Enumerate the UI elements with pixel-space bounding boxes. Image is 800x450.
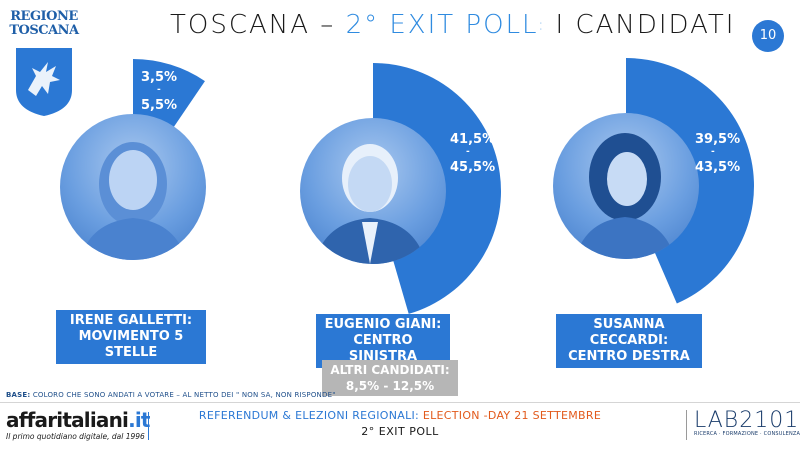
range-sep-ceccardi: - <box>711 147 715 157</box>
other-candidates-label: ALTRI CANDIDATI: <box>330 363 450 377</box>
candidate-party-ceccardi: CENTRO DESTRA <box>568 349 690 364</box>
candidate-name-galletti: IRENE GALLETTI: <box>69 313 193 328</box>
base-note: BASE: COLORO CHE SONO ANDATI A VOTARE – … <box>6 391 336 399</box>
title-accent: 2° EXIT POLL <box>345 10 539 40</box>
portrait-galletti-icon <box>80 142 186 260</box>
range-low-galletti: 3,5% <box>141 70 178 85</box>
range-high-giani: 45,5% <box>450 160 496 175</box>
range-low-ceccardi: 39,5% <box>695 132 741 147</box>
candidate-label-galletti: IRENE GALLETTI: MOVIMENTO 5 STELLE <box>56 310 206 364</box>
footer-line1-main: REFERENDUM & ELEZIONI REGIONALI: <box>198 409 423 422</box>
page-number-badge: 10 <box>752 20 784 52</box>
footer-line2: 2° EXIT POLL <box>361 425 439 438</box>
base-note-text: COLORO CHE SONO ANDATI A VOTARE – AL NET… <box>30 391 336 399</box>
pegasus-crest-icon <box>16 48 72 116</box>
lab-separator <box>686 410 687 440</box>
page-title: TOSCANA – 2° EXIT POLL: I CANDIDATI <box>170 10 733 50</box>
candidate-photo-ceccardi <box>553 113 699 259</box>
regione-toscana-logo: REGIONE TOSCANA <box>8 10 80 118</box>
lab2101-logo: LAB2101 RICERCA · FORMAZIONE · CONSULENZ… <box>694 408 800 437</box>
range-high-ceccardi: 43,5% <box>695 160 741 175</box>
candidate-photo-galletti <box>60 114 206 260</box>
other-candidates-range: 8,5% - 12,5% <box>345 379 435 393</box>
range-low-giani: 41,5% <box>450 132 496 147</box>
brand-tagline: Il primo quotidiano digitale, dal 1996 <box>6 432 145 441</box>
lab-tagline: RICERCA · FORMAZIONE · CONSULENZA STRATE… <box>694 431 800 437</box>
region-logo-line1: REGIONE <box>10 9 78 24</box>
range-sep-giani: - <box>466 147 470 157</box>
candidate-label-ceccardi: SUSANNA CECCARDI: CENTRO DESTRA <box>556 314 702 368</box>
candidate-card-giani: 41,5% - 45,5% EUGENIO GIANI: CENTRO SINI… <box>300 63 502 368</box>
candidate-photo-giani <box>300 118 446 264</box>
candidate-name-ceccardi: SUSANNA CECCARDI: <box>589 317 669 348</box>
candidate-card-galletti: 3,5% - 5,5% IRENE GALLETTI: MOVIMENTO 5 … <box>56 59 206 364</box>
candidate-party-galletti: MOVIMENTO 5 STELLE <box>78 329 184 360</box>
footer-line1-highlight: ELECTION -DAY 21 SETTEMBRE <box>422 409 602 422</box>
title-colon: : <box>538 17 546 34</box>
region-logo-line2: TOSCANA <box>9 23 79 38</box>
brand-tld: .it <box>128 408 150 432</box>
candidate-name-giani: EUGENIO GIANI: <box>324 317 442 332</box>
footer-divider <box>0 402 800 403</box>
base-note-prefix: BASE: <box>6 391 31 399</box>
title-part2: I CANDIDATI <box>545 10 736 40</box>
other-candidates-box: ALTRI CANDIDATI: 8,5% - 12,5% <box>322 360 458 396</box>
portrait-giani-icon <box>314 144 426 264</box>
title-part1: TOSCANA – <box>170 10 346 40</box>
portrait-ceccardi-icon <box>575 133 675 259</box>
footer-caption: REFERENDUM & ELEZIONI REGIONALI: ELECTIO… <box>190 409 610 438</box>
brand-main: affaritaliani <box>6 408 129 432</box>
range-sep-galletti: - <box>157 85 161 95</box>
lab-logo-text: LAB2101 <box>694 408 800 433</box>
candidate-card-ceccardi: 39,5% - 43,5% SUSANNA CECCARDI: CENTRO D… <box>553 58 754 368</box>
candidate-label-giani: EUGENIO GIANI: CENTRO SINISTRA <box>316 314 450 368</box>
affaritaliani-logo: affaritaliani.it Il primo quotidiano dig… <box>6 408 150 441</box>
range-high-galletti: 5,5% <box>141 98 178 113</box>
brand-separator <box>148 412 149 440</box>
